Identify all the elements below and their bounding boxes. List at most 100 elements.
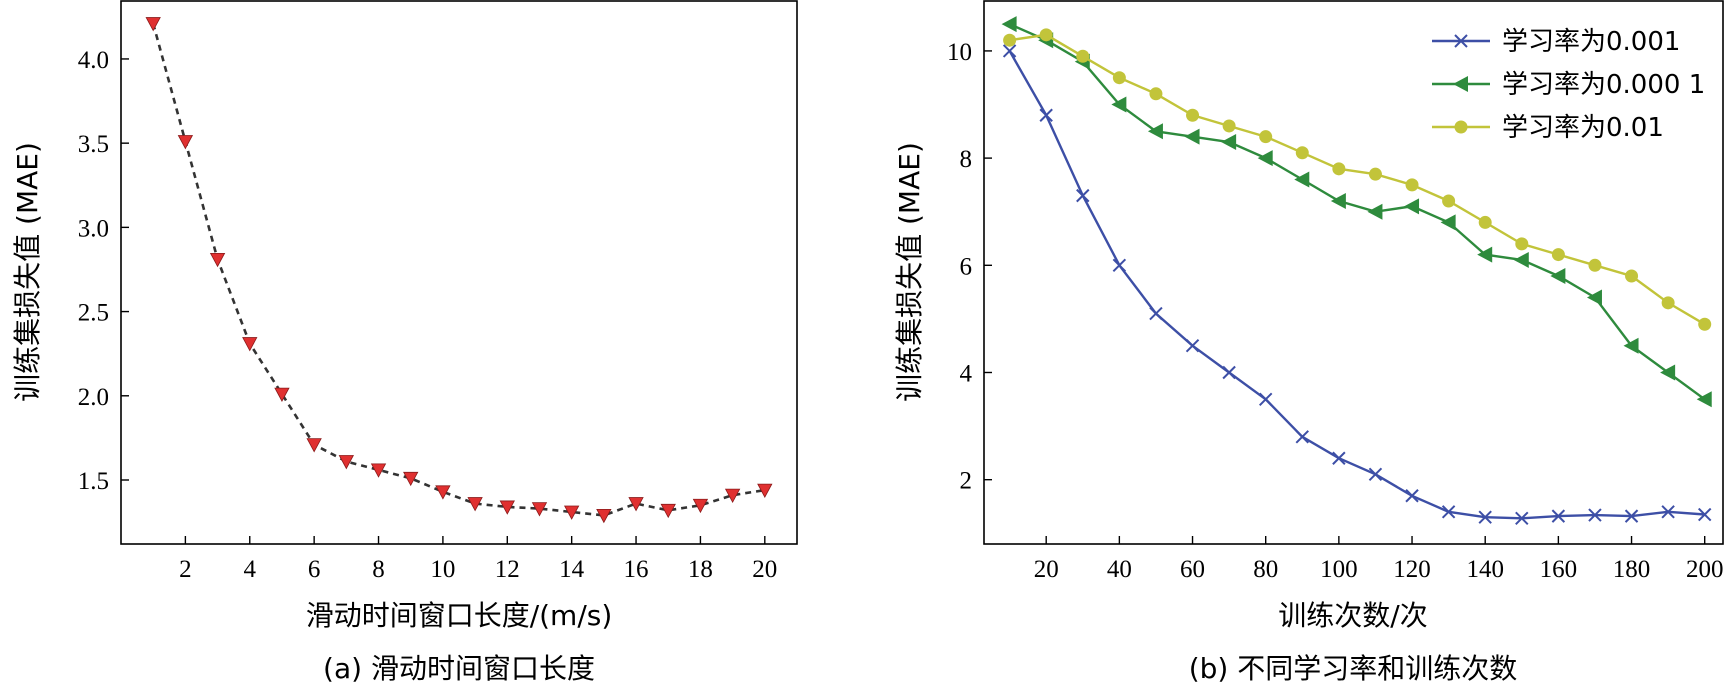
data-point bbox=[1111, 96, 1127, 113]
x-tick-label: 8 bbox=[372, 556, 385, 583]
y-tick-label: 1.5 bbox=[78, 468, 109, 495]
data-point bbox=[692, 498, 709, 514]
data-point bbox=[1003, 33, 1017, 47]
data-point bbox=[1405, 489, 1419, 503]
data-point bbox=[757, 483, 773, 498]
figure-caption: (a) 滑动时间窗口长度 bbox=[323, 652, 595, 685]
x-tick-label: 120 bbox=[1393, 556, 1431, 583]
x-tick-label: 14 bbox=[559, 556, 585, 583]
data-point bbox=[1588, 258, 1602, 272]
data-point bbox=[1442, 194, 1456, 208]
data-point bbox=[1696, 391, 1712, 408]
x-tick-label: 16 bbox=[624, 556, 649, 583]
y-tick-label: 10 bbox=[947, 39, 972, 66]
data-point bbox=[660, 503, 676, 519]
data-point bbox=[1515, 237, 1529, 251]
data-point bbox=[563, 505, 580, 520]
series-line bbox=[151, 23, 766, 517]
data-point bbox=[1258, 392, 1273, 406]
data-point bbox=[1149, 87, 1163, 101]
y-tick-label: 2.5 bbox=[78, 300, 109, 327]
data-point bbox=[1112, 258, 1127, 273]
legend-label: 学习率为0.000 1 bbox=[1502, 70, 1705, 100]
data-point bbox=[1221, 134, 1237, 151]
data-point bbox=[1257, 150, 1273, 167]
y-tick-label: 3.0 bbox=[78, 215, 109, 242]
x-tick-label: 12 bbox=[495, 556, 520, 583]
data-point bbox=[1112, 71, 1126, 85]
data-point bbox=[1478, 510, 1492, 524]
data-point bbox=[1550, 268, 1566, 285]
legend-label: 学习率为0.01 bbox=[1502, 113, 1664, 143]
data-point bbox=[1698, 317, 1712, 331]
x-tick-label: 80 bbox=[1253, 556, 1278, 583]
data-point bbox=[1698, 507, 1712, 522]
data-point bbox=[1513, 251, 1529, 268]
y-tick-label: 4.0 bbox=[78, 47, 109, 74]
data-point bbox=[1625, 269, 1639, 283]
data-point bbox=[1147, 123, 1163, 140]
x-tick-label: 20 bbox=[752, 556, 777, 583]
data-point bbox=[1076, 49, 1090, 63]
data-point bbox=[1515, 511, 1529, 525]
x-tick-label: 2 bbox=[179, 556, 192, 583]
x-tick-label: 10 bbox=[430, 556, 455, 583]
data-point bbox=[1002, 44, 1017, 58]
data-point bbox=[1186, 108, 1200, 122]
y-axis-title: 训练集损失值 (MAE) bbox=[893, 142, 926, 402]
y-tick-label: 3.5 bbox=[78, 131, 109, 158]
plot-frame bbox=[983, 0, 1724, 545]
data-point bbox=[1661, 505, 1675, 519]
chart-b: 20 40 60 80 100 120 140 160 180 200 2 4 6 8 10 训练次数/次 训练… bbox=[893, 0, 1724, 685]
x-axis-title: 滑动时间窗口长度/(m/s) bbox=[306, 599, 613, 632]
legend-marker bbox=[1454, 34, 1468, 48]
plot-frame bbox=[120, 0, 798, 545]
data-point bbox=[1222, 119, 1236, 133]
data-point bbox=[1661, 296, 1675, 310]
y-tick-label: 6 bbox=[960, 253, 973, 280]
data-point bbox=[1222, 365, 1236, 380]
data-point bbox=[1076, 188, 1090, 203]
y-tick-label: 8 bbox=[960, 146, 973, 173]
data-point bbox=[724, 488, 741, 504]
data-point bbox=[1586, 289, 1602, 306]
data-point bbox=[1551, 248, 1565, 262]
data-point bbox=[177, 135, 194, 150]
data-point bbox=[1551, 509, 1566, 523]
data-point bbox=[1332, 451, 1346, 465]
data-point bbox=[1660, 364, 1676, 381]
y-tick-label: 2 bbox=[960, 468, 973, 495]
x-tick-label: 140 bbox=[1466, 556, 1504, 583]
data-point bbox=[596, 508, 612, 524]
x-tick-label: 160 bbox=[1540, 556, 1578, 583]
series-line bbox=[1008, 50, 1705, 520]
data-point bbox=[435, 485, 451, 500]
data-point bbox=[274, 387, 290, 402]
data-point bbox=[467, 497, 483, 512]
data-point bbox=[1440, 214, 1456, 231]
chart-a: 2 4 6 8 10 12 14 16 18 20 1.5 2.0 2.5 3.0 3.5 4.0 滑动时间窗口… bbox=[11, 0, 798, 685]
data-point bbox=[1295, 430, 1309, 444]
data-point bbox=[145, 17, 161, 32]
legend-label: 学习率为0.001 bbox=[1502, 27, 1680, 57]
x-tick-label: 6 bbox=[308, 556, 321, 583]
data-point bbox=[1294, 171, 1310, 188]
x-axis-title: 训练次数/次 bbox=[1278, 599, 1427, 632]
data-point bbox=[242, 337, 258, 352]
data-point bbox=[1259, 130, 1273, 144]
data-point bbox=[1039, 28, 1053, 42]
data-point bbox=[1185, 338, 1200, 353]
data-point bbox=[1001, 16, 1017, 33]
data-point bbox=[1039, 108, 1053, 122]
data-point bbox=[1368, 467, 1383, 482]
data-point bbox=[1478, 215, 1492, 229]
data-point bbox=[1295, 146, 1309, 160]
figure-caption: (b) 不同学习率和训练次数 bbox=[1189, 652, 1518, 685]
x-tick-label: 20 bbox=[1034, 556, 1059, 583]
legend-marker bbox=[1453, 76, 1468, 92]
data-point bbox=[338, 455, 355, 470]
data-point bbox=[1330, 192, 1346, 209]
data-point bbox=[403, 471, 419, 487]
data-point bbox=[1405, 178, 1419, 192]
data-point bbox=[1441, 505, 1456, 519]
